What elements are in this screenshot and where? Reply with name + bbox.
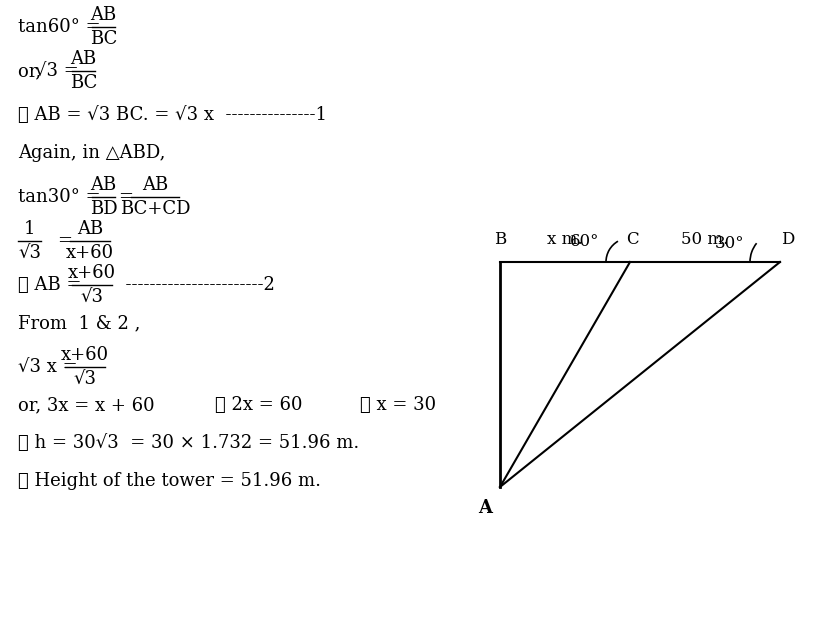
Text: D: D	[781, 231, 794, 248]
Text: =: =	[57, 232, 72, 250]
Text: ∴ Height of the tower = 51.96 m.: ∴ Height of the tower = 51.96 m.	[18, 472, 320, 490]
Text: 1: 1	[24, 220, 35, 238]
Text: x+60: x+60	[66, 244, 114, 262]
Text: or, 3x = x + 60: or, 3x = x + 60	[18, 396, 155, 414]
Text: or,: or,	[18, 62, 52, 80]
Text: tan60° =: tan60° =	[18, 18, 101, 36]
Text: √3: √3	[74, 370, 97, 388]
Text: From  1 & 2 ,: From 1 & 2 ,	[18, 314, 140, 332]
Text: -----------------------2: -----------------------2	[114, 276, 274, 294]
Text: A: A	[477, 499, 491, 517]
Text: ∴ 2x = 60: ∴ 2x = 60	[215, 396, 302, 414]
Text: BD: BD	[89, 200, 117, 218]
Text: √3: √3	[80, 288, 103, 306]
Text: AB: AB	[90, 6, 116, 24]
Text: ∴ AB =: ∴ AB =	[18, 276, 81, 294]
Text: C: C	[625, 231, 637, 248]
Text: 30°: 30°	[714, 236, 744, 253]
Text: ∴ h = 30√3  = 30 × 1.732 = 51.96 m.: ∴ h = 30√3 = 30 × 1.732 = 51.96 m.	[18, 434, 359, 452]
Text: BC: BC	[70, 74, 97, 92]
Text: ∴ x = 30: ∴ x = 30	[360, 396, 436, 414]
Text: Again, in △ABD,: Again, in △ABD,	[18, 144, 165, 162]
Text: BC+CD: BC+CD	[120, 200, 190, 218]
Text: x m.: x m.	[546, 231, 582, 248]
Text: ∴ AB = √3 BC. = √3 x  ---------------1: ∴ AB = √3 BC. = √3 x ---------------1	[18, 106, 327, 124]
Text: √3 x =: √3 x =	[18, 358, 78, 376]
Text: B: B	[493, 231, 505, 248]
Text: BC: BC	[90, 30, 117, 48]
Text: tan30° =: tan30° =	[18, 188, 101, 206]
Text: x+60: x+60	[61, 346, 109, 364]
Text: AB: AB	[90, 176, 116, 194]
Text: AB: AB	[70, 50, 97, 68]
Text: AB: AB	[77, 220, 103, 238]
Text: √3 =: √3 =	[35, 62, 79, 80]
Text: 60°: 60°	[569, 233, 599, 251]
Text: x+60: x+60	[68, 264, 116, 282]
Text: =: =	[118, 188, 133, 206]
Text: 50 m.: 50 m.	[681, 231, 728, 248]
Text: AB: AB	[142, 176, 168, 194]
Text: √3: √3	[18, 244, 41, 262]
